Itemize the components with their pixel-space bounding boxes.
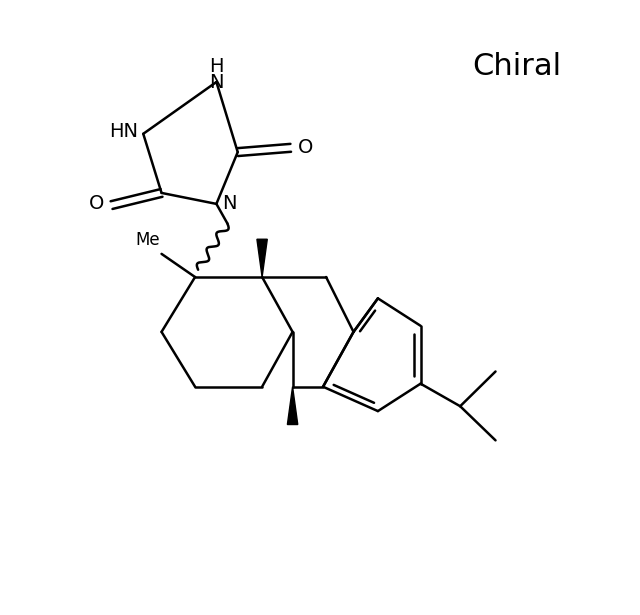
Polygon shape: [257, 239, 268, 277]
Text: N: N: [209, 73, 223, 92]
Text: H: H: [209, 57, 223, 76]
Text: Me: Me: [136, 231, 161, 250]
Text: N: N: [223, 194, 237, 213]
Text: Chiral: Chiral: [472, 52, 561, 81]
Text: O: O: [298, 138, 314, 157]
Polygon shape: [287, 387, 298, 424]
Text: O: O: [89, 194, 104, 213]
Text: HN: HN: [109, 122, 138, 141]
